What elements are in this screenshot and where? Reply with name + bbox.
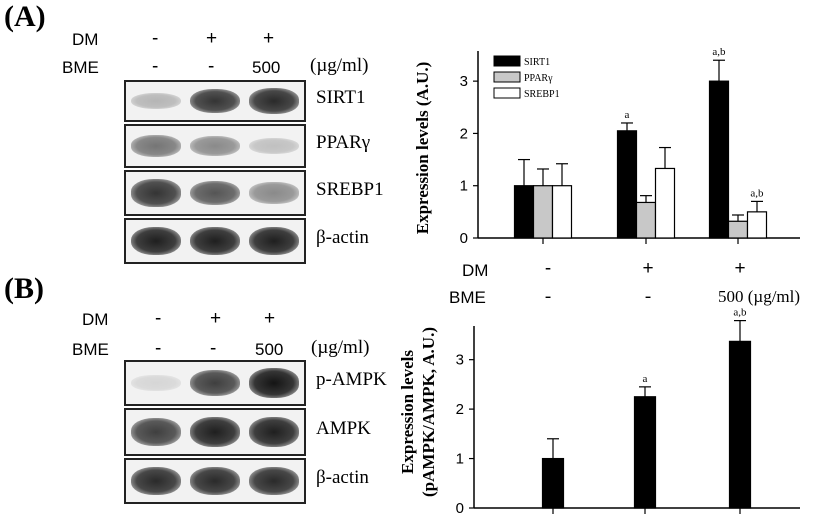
panel-a-band-1-3 [249,88,300,114]
panel-a-band-4-1 [130,226,181,256]
chart-a-legend-swatch-1 [493,55,521,67]
panel-a-dm-sign-1: - [152,28,159,49]
panel-b-dm-sign-1: - [155,308,162,329]
panel-b-band-1-1 [130,374,181,392]
chart-a-ylabel: Expression levels (A.U.) [413,62,432,235]
panel-a-band-4-2 [190,226,240,256]
panel-a-blot-4 [124,218,306,264]
panel-a-protein-label-1: SIRT1 [316,87,366,108]
chart-a-annotation-3-3: a,b [750,187,764,199]
chart-a-bme-sign-1: - [545,286,551,307]
chart-b-y-tick-label-1: 1 [456,451,464,468]
chart-b-y-tick-label-0: 0 [456,500,464,517]
chart-a-bar-2-3 [727,220,749,239]
panel-a-dm-label: DM [72,30,99,49]
panel-a-protein-label-2: PPARγ [316,132,371,153]
panel-a-dm-sign-3: + [263,28,275,49]
panel-b-bme-label: BME [72,340,109,359]
chart-a-bme-label: BME [449,288,486,307]
panel-a-blot-2 [124,124,306,168]
panel-a-bme-sign-3: 500 [252,58,281,77]
chart-b-annotation-1-3: a,b [733,307,747,319]
chart-b-bar-1-2 [633,396,657,509]
chart-a-dm-sign-1: - [545,258,551,279]
chart-b-bar-1-3 [728,340,752,509]
panel-a-band-3-2 [190,180,240,206]
panel-b-band-2-3 [249,416,300,447]
panel-b-label: (B) [4,272,44,305]
panel-a-band-1-1 [130,92,181,110]
panel-b-blot-1 [124,360,306,406]
chart-b-y-tick-label-2: 2 [456,401,464,418]
panel-b-band-1-3 [249,368,300,398]
panel-a-blot-3 [124,170,306,216]
panel-b-protein-label-2: AMPK [316,418,371,439]
panel-a-band-4-3 [249,226,300,256]
panel-b-protein-label-1: p-AMPK [316,369,387,390]
panel-b-band-3-2 [190,467,240,495]
panel-a-band-2-1 [130,135,181,157]
panel-a-bme-sign-1: - [152,56,159,77]
panel-a-label: (A) [4,0,46,33]
panel-b-protein-label-3: β-actin [316,467,369,488]
panel-a-band-2-2 [190,135,240,157]
chart-a-legend-swatch-2 [493,71,521,83]
panel-b-blot-2 [124,408,306,456]
chart-a-legend-label-3: SREBP1 [524,89,560,100]
panel-b-band-3-3 [249,467,300,495]
chart-b-ylabel-2: (pAMPK/AMPK, A.U.) [419,327,438,497]
panel-a-protein-label-3: SREBP1 [316,179,384,200]
panel-b-unit: (µg/ml) [311,337,370,358]
chart-a-annotation-1-3: a,b [712,46,726,58]
chart-a-dm-sign-2: + [642,258,653,279]
panel-a-band-3-1 [130,179,181,207]
chart-b-annotation-1-2: a [643,373,648,385]
chart-a-legend-swatch-3 [493,87,521,99]
chart-a-bar-3-2 [654,167,676,239]
panel-a-bme-label: BME [62,58,99,77]
chart-a-bar-3-3 [746,211,768,239]
panel-b-band-2-2 [190,416,240,447]
chart-b-bar-1-1 [541,457,565,509]
chart-a-legend-label-1: SIRT1 [524,57,550,68]
panel-a-band-2-3 [249,137,300,155]
panel-b-dm-label: DM [82,310,109,329]
chart-a-bar-1-3 [708,80,730,239]
panel-b-dm-sign-2: + [210,308,222,329]
panel-a-unit: (µg/ml) [310,55,369,76]
chart-a-bar-2-2 [635,201,657,239]
chart-a-bar-1-1 [513,185,535,239]
chart-a-bme-sign-2: - [645,286,651,307]
chart-a-legend-label-2: PPARγ [524,73,553,84]
chart-a-dm-sign-3: + [734,258,745,279]
panel-b-dm-sign-3: + [264,308,276,329]
chart-a-bar-3-1 [551,185,573,239]
panel-b-band-2-1 [130,418,181,446]
chart-a-bar-2-1 [532,185,554,239]
chart-a-y-tick-label-0: 0 [460,230,468,247]
chart-a-annotation-1-2: a [625,109,630,121]
panel-a-protein-label-4: β-actin [316,227,369,248]
chart-a-bme-sign-3: 500 (µg/ml) [718,287,800,306]
panel-a-band-1-2 [190,88,240,114]
panel-b-blot-3 [124,458,306,504]
panel-a-dm-sign-2: + [206,28,218,49]
chart-a-y-tick-label-3: 3 [460,73,468,90]
chart-a-y-tick-label-1: 1 [460,178,468,195]
panel-b-bme-sign-3: 500 [255,340,284,359]
panel-b-band-1-2 [190,369,240,397]
panel-a-blot-1 [124,80,306,122]
panel-a-bme-sign-2: - [208,56,215,77]
chart-b-y-tick-label-3: 3 [456,352,464,369]
chart-a-bar-1-2 [616,130,638,239]
panel-b-bme-sign-2: - [210,338,217,359]
chart-b-ylabel-1: Expression levels [398,350,417,474]
panel-b-bme-sign-1: - [155,338,162,359]
panel-b-band-3-1 [130,467,181,495]
chart-a-y-tick-label-2: 2 [460,125,468,142]
panel-a-band-3-3 [249,182,300,204]
chart-a-dm-label: DM [462,261,488,280]
